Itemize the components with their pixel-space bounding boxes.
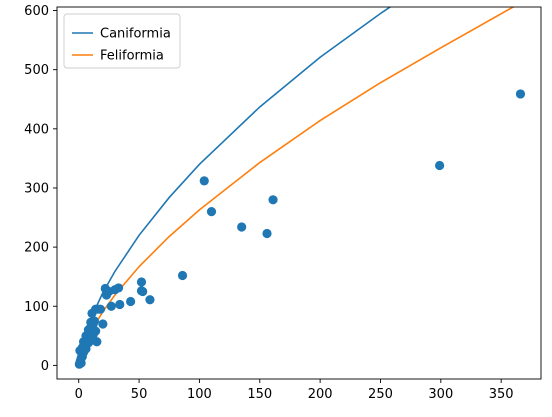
scatter-point: [177, 270, 188, 281]
x-tick-label: 150: [247, 387, 272, 402]
x-tick-label: 250: [368, 387, 393, 402]
scatter-point: [86, 317, 96, 327]
scatter-point: [199, 176, 209, 186]
scatter-point: [262, 228, 272, 239]
scatter-point: [92, 337, 102, 347]
plot-area: [56, 6, 542, 380]
scatter-point: [106, 301, 116, 311]
y-tick-label: 200: [24, 241, 49, 256]
scatter-point: [268, 195, 278, 205]
x-tick-label: 0: [75, 387, 83, 402]
y-tick-label: 300: [24, 181, 49, 196]
legend: Caniformia Feliformia: [63, 13, 181, 69]
scatter-point: [237, 222, 247, 232]
scatter-point: [95, 304, 106, 314]
scatter-point: [91, 326, 101, 336]
x-axis: 0 50 100 150 200 250 300 350: [75, 379, 514, 402]
y-axis: 0 100 200 300 400 500 600: [24, 4, 57, 374]
scatter-point: [136, 277, 147, 287]
y-tick-label: 600: [24, 4, 49, 19]
legend-label-feliformia: Feliformia: [100, 49, 164, 64]
x-tick-label: 350: [489, 387, 514, 402]
scatter-point: [98, 319, 108, 329]
scatter-point: [115, 299, 125, 310]
scatter-point: [126, 296, 136, 307]
y-tick-label: 100: [24, 300, 49, 315]
scatter-point: [145, 295, 155, 305]
scatter-point: [206, 207, 217, 217]
axes-frame: [56, 6, 542, 380]
x-tick-label: 300: [428, 387, 453, 402]
x-tick-label: 50: [131, 387, 148, 402]
x-tick-label: 200: [308, 387, 333, 402]
x-tick-label: 100: [187, 387, 212, 402]
legend-label-caniformia: Caniformia: [100, 27, 171, 42]
y-tick-label: 0: [41, 359, 49, 374]
scatter-point: [113, 283, 124, 293]
scatter-point: [138, 286, 148, 297]
y-tick-label: 500: [24, 63, 49, 78]
y-tick-label: 400: [24, 122, 49, 137]
scatter-point: [435, 160, 445, 171]
scatter-point: [515, 89, 526, 99]
